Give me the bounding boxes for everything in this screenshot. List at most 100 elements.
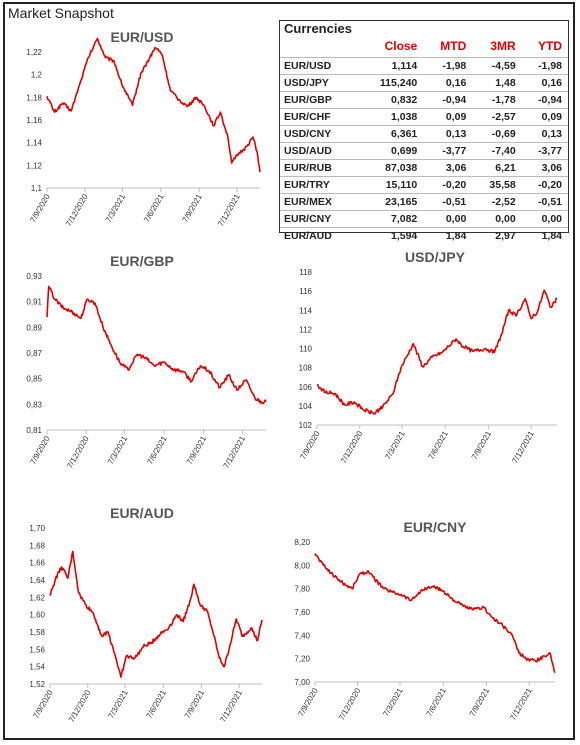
table-row: EUR/AUD 1,594 1,84 2,97 1,84 <box>280 227 568 244</box>
page-frame <box>3 2 575 740</box>
row-pair: EUR/RUB <box>280 159 359 177</box>
y-tick-label: 8,20 <box>294 538 310 547</box>
row-pair: EUR/MEX <box>280 193 359 211</box>
row-3mr: -7,40 <box>472 142 522 160</box>
row-pair: EUR/USD <box>280 57 359 75</box>
row-close: 15,110 <box>358 176 424 194</box>
x-tick-label: 7/3/2021 <box>104 192 128 224</box>
row-mtd: -1,98 <box>423 57 473 75</box>
y-tick-label: 0,81 <box>26 426 42 435</box>
x-tick-label: 7/9/2021 <box>183 688 207 720</box>
y-tick-label: 1,16 <box>26 116 42 125</box>
row-ytd: 3,06 <box>521 159 568 177</box>
row-3mr: 0,00 <box>472 210 522 228</box>
y-tick-label: 7,00 <box>294 678 310 687</box>
row-3mr: -0,69 <box>472 125 522 143</box>
series-line <box>46 285 267 405</box>
x-tick-label: 7/9/2021 <box>181 192 205 224</box>
table-row: EUR/GBP 0,832 -0,94 -1,78 -0,94 <box>280 91 568 109</box>
x-tick-label: 7/12/2021 <box>216 192 242 228</box>
y-tick-label: 1,70 <box>29 524 45 533</box>
y-tick-label: 1,18 <box>26 93 42 102</box>
x-tick-label: 7/12/2021 <box>508 686 534 722</box>
row-3mr: -1,78 <box>472 91 522 109</box>
y-tick-label: 1,52 <box>29 680 45 689</box>
x-tick-label: 7/12/2021 <box>218 688 244 724</box>
x-tick-label: 7/9/2020 <box>28 192 52 224</box>
row-close: 1,594 <box>358 227 424 244</box>
x-tick-label: 7/6/2021 <box>425 686 449 718</box>
y-tick-label: 0,85 <box>26 375 42 384</box>
x-tick-label: 7/12/2021 <box>510 429 536 465</box>
row-3mr: -2,52 <box>472 193 522 211</box>
y-tick-label: 1,1 <box>31 184 43 193</box>
y-tick-label: 116 <box>299 287 312 296</box>
row-3mr: -2,57 <box>472 108 522 126</box>
chart-title: EUR/USD <box>110 29 173 45</box>
y-tick-label: 0,89 <box>26 323 42 332</box>
table-row: EUR/RUB 87,038 3,06 6,21 3,06 <box>280 159 568 177</box>
x-tick-label: 7/6/2021 <box>145 688 169 720</box>
y-tick-label: 114 <box>299 306 312 315</box>
y-tick-label: 7,80 <box>294 585 310 594</box>
row-close: 1,038 <box>358 108 424 126</box>
row-ytd: 0,09 <box>521 108 568 126</box>
y-tick-label: 7,60 <box>294 608 310 617</box>
x-tick-label: 7/3/2021 <box>383 429 407 461</box>
row-mtd: 0,00 <box>423 210 473 228</box>
row-mtd: 0,09 <box>423 108 473 126</box>
x-tick-label: 7/3/2021 <box>106 688 130 720</box>
x-tick-label: 7/6/2021 <box>145 434 169 466</box>
x-tick-label: 7/12/2020 <box>337 686 363 722</box>
x-tick-label: 7/9/2021 <box>468 686 492 718</box>
y-tick-label: 0,83 <box>26 400 42 409</box>
chart-eur-usd: EUR/USD 1,1 1,12 1,14 1,16 1,18 1,2 1,22 7/9/202… <box>12 20 274 245</box>
row-3mr: 2,97 <box>472 227 522 244</box>
row-close: 0,699 <box>358 142 424 160</box>
row-ytd: 1,84 <box>521 227 568 244</box>
row-mtd: 3,06 <box>423 159 473 177</box>
x-tick-label: 7/9/2020 <box>28 434 52 466</box>
y-tick-label: 1,58 <box>29 628 45 637</box>
row-mtd: 1,84 <box>423 227 473 244</box>
row-3mr: 6,21 <box>472 159 522 177</box>
row-pair: USD/CNY <box>280 125 359 143</box>
x-tick-label: 7/3/2021 <box>106 434 130 466</box>
y-tick-label: 104 <box>299 402 313 411</box>
y-tick-label: 112 <box>299 325 312 334</box>
series-line <box>316 289 558 415</box>
row-mtd: -3,77 <box>423 142 473 160</box>
y-tick-label: 110 <box>299 345 312 354</box>
series-line <box>49 550 263 678</box>
x-tick-label: 7/12/2020 <box>339 429 365 465</box>
y-tick-label: 118 <box>299 268 312 277</box>
series-line <box>46 37 261 173</box>
row-close: 115,240 <box>358 74 424 92</box>
row-mtd: -0,51 <box>423 193 473 211</box>
x-tick-label: 7/9/2020 <box>298 429 322 461</box>
y-tick-label: 102 <box>299 421 313 430</box>
table-row: EUR/CHF 1,038 0,09 -2,57 0,09 <box>280 108 568 126</box>
row-close: 0,832 <box>358 91 424 109</box>
table-title: Currencies <box>284 21 352 36</box>
x-tick-label: 7/3/2021 <box>381 686 405 718</box>
y-tick-label: 1,2 <box>31 71 43 80</box>
row-3mr: -4,59 <box>472 57 522 75</box>
row-mtd: -0,94 <box>423 91 473 109</box>
y-tick-label: 1,68 <box>29 541 45 550</box>
table-header-close: Close <box>384 39 418 53</box>
x-tick-label: 7/9/2021 <box>185 434 209 466</box>
row-mtd: -0,20 <box>423 176 473 194</box>
row-mtd: 0,13 <box>423 125 473 143</box>
chart-title: EUR/AUD <box>110 505 174 521</box>
row-pair: USD/AUD <box>280 142 359 160</box>
row-ytd: 0,16 <box>521 74 568 92</box>
y-tick-label: 1,22 <box>26 48 42 57</box>
x-tick-label: 7/6/2021 <box>142 192 166 224</box>
y-tick-label: 1,62 <box>29 593 45 602</box>
row-pair: EUR/TRY <box>280 176 359 194</box>
y-tick-label: 0,93 <box>26 272 42 281</box>
row-ytd: -3,77 <box>521 142 568 160</box>
table-row: EUR/MEX 23,165 -0,51 -2,52 -0,51 <box>280 193 568 211</box>
row-close: 87,038 <box>358 159 424 177</box>
